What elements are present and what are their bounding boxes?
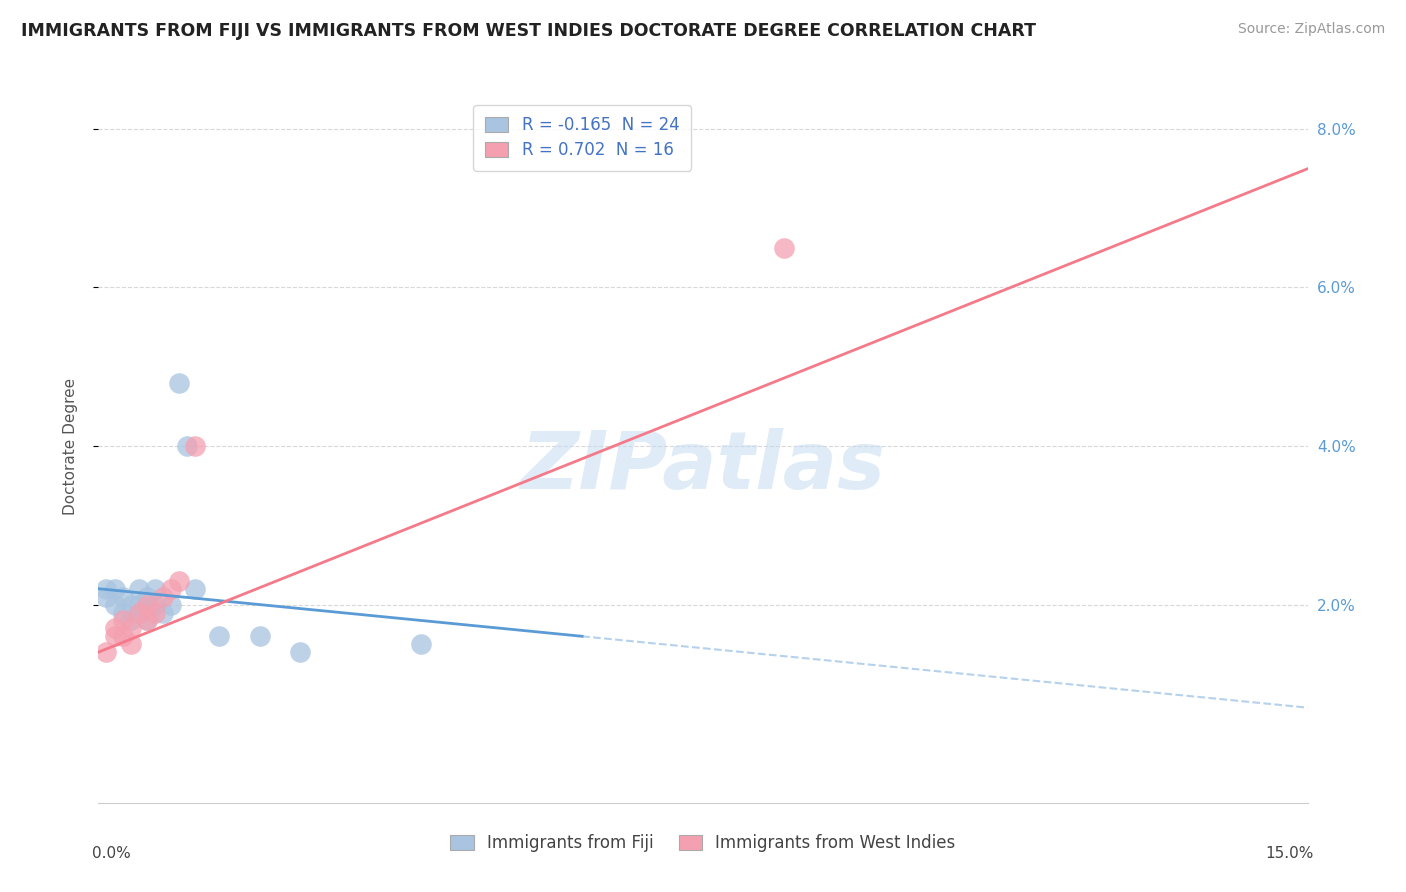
Point bbox=[111, 629, 134, 643]
Text: Source: ZipAtlas.com: Source: ZipAtlas.com bbox=[1237, 22, 1385, 37]
Point bbox=[128, 606, 150, 620]
Point bbox=[160, 582, 183, 596]
Text: 15.0%: 15.0% bbox=[1265, 846, 1313, 861]
Point bbox=[128, 606, 150, 620]
Point bbox=[111, 606, 134, 620]
Point bbox=[120, 637, 142, 651]
Y-axis label: Doctorate Degree: Doctorate Degree bbox=[63, 377, 77, 515]
Point bbox=[103, 582, 125, 596]
Point bbox=[135, 614, 157, 628]
Point bbox=[143, 606, 166, 620]
Point bbox=[288, 645, 311, 659]
Point bbox=[120, 621, 142, 635]
Point bbox=[111, 590, 134, 604]
Point bbox=[249, 629, 271, 643]
Point bbox=[128, 582, 150, 596]
Point bbox=[135, 590, 157, 604]
Point bbox=[135, 614, 157, 628]
Point bbox=[135, 598, 157, 612]
Point bbox=[120, 614, 142, 628]
Point bbox=[184, 582, 207, 596]
Point bbox=[176, 439, 198, 453]
Point bbox=[409, 637, 432, 651]
Legend: Immigrants from Fiji, Immigrants from West Indies: Immigrants from Fiji, Immigrants from We… bbox=[444, 828, 962, 859]
Point bbox=[208, 629, 231, 643]
Text: IMMIGRANTS FROM FIJI VS IMMIGRANTS FROM WEST INDIES DOCTORATE DEGREE CORRELATION: IMMIGRANTS FROM FIJI VS IMMIGRANTS FROM … bbox=[21, 22, 1036, 40]
Point bbox=[103, 629, 125, 643]
Point bbox=[772, 241, 794, 255]
Point bbox=[120, 598, 142, 612]
Point bbox=[160, 598, 183, 612]
Point bbox=[103, 598, 125, 612]
Point bbox=[128, 598, 150, 612]
Point bbox=[96, 590, 118, 604]
Point bbox=[152, 606, 174, 620]
Point bbox=[103, 621, 125, 635]
Point bbox=[167, 376, 190, 390]
Text: ZIPatlas: ZIPatlas bbox=[520, 428, 886, 507]
Point bbox=[152, 590, 174, 604]
Point bbox=[143, 598, 166, 612]
Point bbox=[111, 614, 134, 628]
Text: 0.0%: 0.0% bbox=[93, 846, 131, 861]
Point bbox=[143, 582, 166, 596]
Point bbox=[96, 582, 118, 596]
Point bbox=[96, 645, 118, 659]
Point bbox=[167, 574, 190, 588]
Point bbox=[184, 439, 207, 453]
